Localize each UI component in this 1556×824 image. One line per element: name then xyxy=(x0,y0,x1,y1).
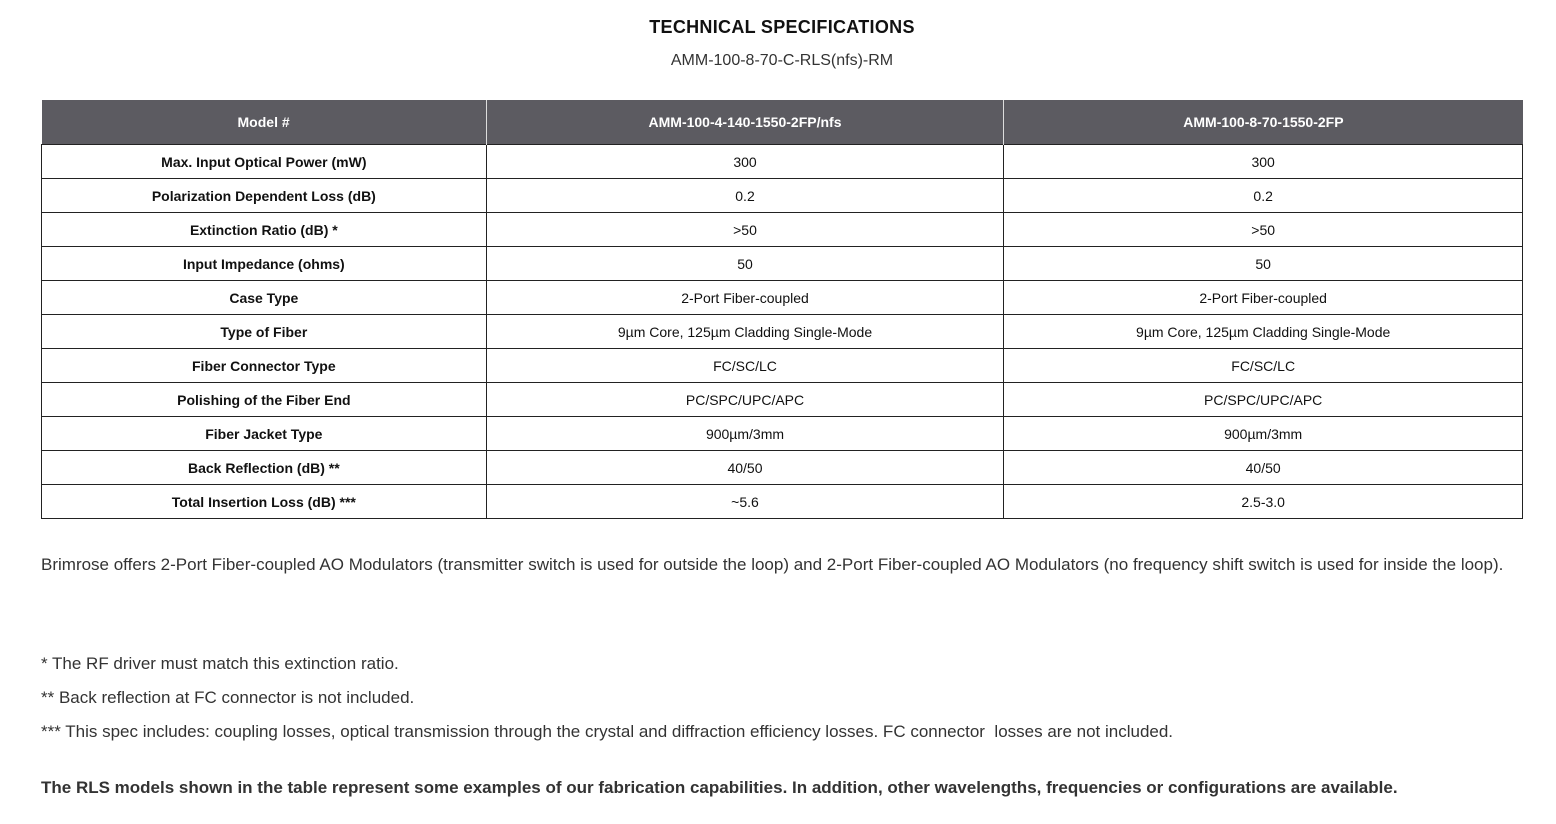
footnote: * The RF driver must match this extincti… xyxy=(41,654,399,673)
cell-value: 40/50 xyxy=(485,450,1005,485)
page-title: TECHNICAL SPECIFICATIONS xyxy=(649,17,915,37)
table-row: Fiber Connector Type FC/SC/LC FC/SC/LC xyxy=(41,348,1523,383)
cell-value: PC/SPC/UPC/APC xyxy=(485,382,1005,417)
cell-value: FC/SC/LC xyxy=(485,348,1005,383)
cell-value: 2.5-3.0 xyxy=(1003,484,1523,519)
row-label: Total Insertion Loss (dB) *** xyxy=(41,484,487,519)
table-row: Input Impedance (ohms) 50 50 xyxy=(41,246,1523,281)
row-label: Input Impedance (ohms) xyxy=(41,246,487,281)
row-label: Fiber Connector Type xyxy=(41,348,487,383)
row-label: Max. Input Optical Power (mW) xyxy=(41,144,487,179)
row-label: Case Type xyxy=(41,280,487,315)
cell-value: 300 xyxy=(485,144,1005,179)
cell-value: 40/50 xyxy=(1003,450,1523,485)
cell-value: 900µm/3mm xyxy=(1003,416,1523,451)
row-label: Back Reflection (dB) ** xyxy=(41,450,487,485)
footnote: ** Back reflection at FC connector is no… xyxy=(41,688,415,707)
table-row: Case Type 2-Port Fiber-coupled 2-Port Fibe… xyxy=(41,280,1523,315)
footnote: *** This spec includes: coupling losses,… xyxy=(41,722,1174,741)
table-row: Polarization Dependent Loss (dB) 0.2 0.2 xyxy=(41,178,1523,213)
cell-value: ~5.6 xyxy=(485,484,1005,519)
cell-value: 300 xyxy=(1003,144,1523,179)
table-row: Max. Input Optical Power (mW) 300 300 xyxy=(41,144,1523,179)
spec-table: Model # AMM-100-4-140-1550-2FP/nfs AMM-1… xyxy=(41,100,1523,519)
cell-value: 0.2 xyxy=(1003,178,1523,213)
table-row: Extinction Ratio (dB) * >50 >50 xyxy=(41,212,1523,247)
table-row: Fiber Jacket Type 900µm/3mm 900µm/3mm xyxy=(41,416,1523,451)
header-cell: AMM-100-4-140-1550-2FP/nfs xyxy=(485,100,1004,145)
row-label: Type of Fiber xyxy=(41,314,487,349)
header-cell: AMM-100-8-70-1550-2FP xyxy=(1003,100,1523,145)
cell-value: 50 xyxy=(485,246,1005,281)
cell-value: 2-Port Fiber-coupled xyxy=(485,280,1005,315)
intro-paragraph: Brimrose offers 2-Port Fiber-coupled AO … xyxy=(41,555,1504,574)
model-subtitle: AMM-100-8-70-C-RLS(nfs)-RM xyxy=(670,52,894,69)
cell-value: 9µm Core, 125µm Cladding Single-Mode xyxy=(1003,314,1523,349)
cell-value: 0.2 xyxy=(485,178,1005,213)
table-header-row: Model # AMM-100-4-140-1550-2FP/nfs AMM-1… xyxy=(41,100,1523,145)
table-row: Type of Fiber 9µm Core, 125µm Cladding Si… xyxy=(41,314,1523,349)
table-row: Polishing of the Fiber End PC/SPC/UPC/APC… xyxy=(41,382,1523,417)
row-label: Fiber Jacket Type xyxy=(41,416,487,451)
row-label: Polarization Dependent Loss (dB) xyxy=(41,178,487,213)
cell-value: 50 xyxy=(1003,246,1523,281)
cell-value: >50 xyxy=(485,212,1005,247)
cell-value: PC/SPC/UPC/APC xyxy=(1003,382,1523,417)
table-row: Back Reflection (dB) ** 40/50 40/50 xyxy=(41,450,1523,485)
row-label: Extinction Ratio (dB) * xyxy=(41,212,487,247)
closing-statement: The RLS models shown in the table repres… xyxy=(41,778,1398,797)
cell-value: FC/SC/LC xyxy=(1003,348,1523,383)
cell-value: 900µm/3mm xyxy=(485,416,1005,451)
cell-value: 2-Port Fiber-coupled xyxy=(1003,280,1523,315)
cell-value: >50 xyxy=(1003,212,1523,247)
cell-value: 9µm Core, 125µm Cladding Single-Mode xyxy=(485,314,1005,349)
header-cell: Model # xyxy=(41,100,487,145)
footnotes: * The RF driver must match this extincti… xyxy=(41,647,1173,749)
row-label: Polishing of the Fiber End xyxy=(41,382,487,417)
table-row: Total Insertion Loss (dB) *** ~5.6 2.5-3.0 xyxy=(41,484,1523,519)
